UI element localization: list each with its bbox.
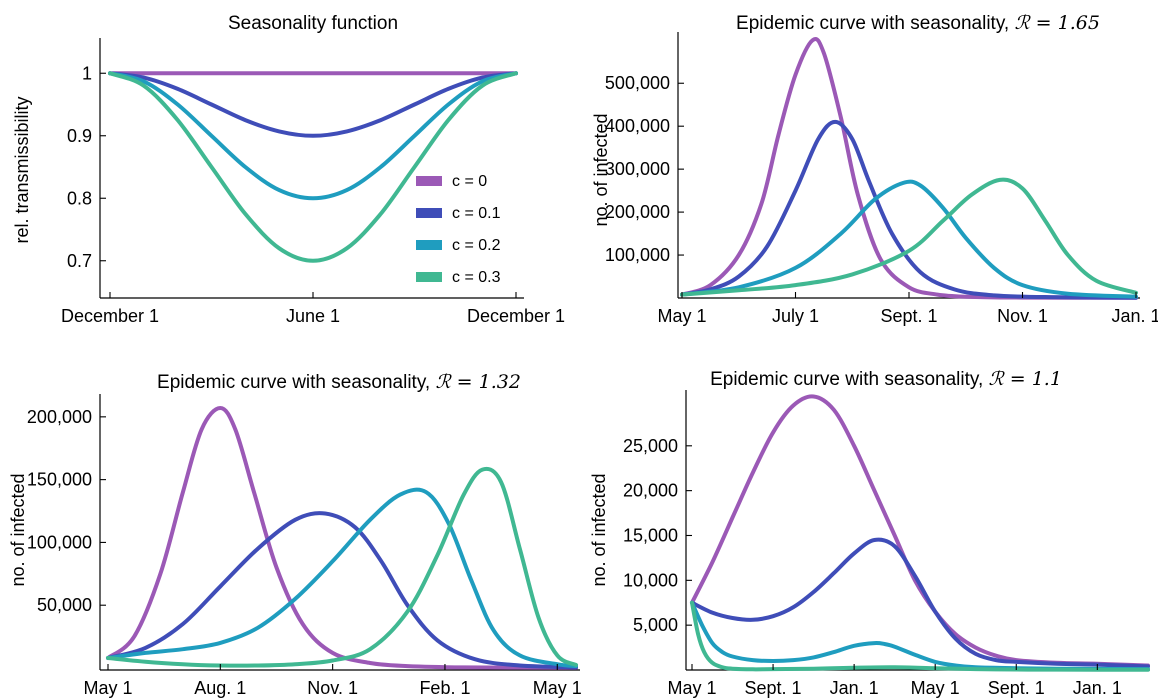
x-tick-label: December 1	[467, 306, 565, 326]
x-tick-label: May 1	[83, 678, 132, 698]
x-tick-label: May 1	[533, 678, 582, 698]
series-line-c2	[680, 179, 1138, 299]
tick-group: 5,000 10,000 15,000 20,000 25,000 May 1 Sept. …	[623, 436, 1122, 698]
y-tick-label: 15,000	[623, 525, 678, 545]
series-line-c3	[106, 466, 578, 668]
x-tick-label: May 1	[667, 678, 716, 698]
y-tick-label: 200,000	[27, 407, 92, 427]
y-tick-label: 10,000	[623, 570, 678, 590]
x-tick-label: May 1	[657, 306, 706, 326]
series-line-c0	[680, 37, 1138, 300]
series-line-c0	[690, 394, 1150, 668]
series-line-c2	[690, 600, 1150, 672]
x-tick-label: Jan. 1	[1073, 678, 1122, 698]
x-tick-label: Sept. 1	[988, 678, 1045, 698]
y-axis-label: rel. transmissibility	[12, 96, 32, 243]
series-line-c0	[106, 406, 578, 670]
y-tick-label: 50,000	[37, 595, 92, 615]
y-tick-label: 100,000	[605, 245, 670, 265]
y-tick-label: 400,000	[605, 116, 670, 136]
series-line-c1	[108, 71, 518, 138]
x-tick-label: Nov. 1	[997, 306, 1048, 326]
tick-group: 100,000 200,000 300,000 400,000 500,000 May 1…	[605, 73, 1158, 326]
legend-swatch-c2	[416, 240, 442, 250]
series-line-c3	[108, 71, 518, 263]
panel-title: Seasonality function	[228, 13, 398, 34]
tick-group: 1 0.9 0.8 0.7 December 1 June 1 December 1	[61, 63, 565, 326]
y-tick-label: 0.9	[67, 126, 92, 146]
series-line-c2	[106, 487, 578, 669]
legend-label-c1: c = 0.1	[452, 205, 501, 222]
y-tick-label: 150,000	[27, 470, 92, 490]
y-tick-label: 25,000	[623, 436, 678, 456]
legend: c = 0 c = 0.1 c = 0.2 c = 0.3	[416, 173, 501, 286]
series-line-c1	[680, 119, 1138, 300]
x-tick-label: Jan. 1	[1111, 306, 1158, 326]
y-tick-label: 300,000	[605, 159, 670, 179]
y-axis-label: no. of infected	[591, 113, 611, 226]
x-tick-label: Nov. 1	[307, 678, 358, 698]
y-tick-label: 5,000	[633, 615, 678, 635]
x-tick-label: December 1	[61, 306, 159, 326]
x-tick-label: Feb. 1	[419, 678, 470, 698]
series-group	[680, 37, 1138, 300]
x-tick-label: Aug. 1	[194, 678, 246, 698]
y-axis-label: no. of infected	[8, 473, 28, 586]
x-tick-label: July 1	[772, 306, 819, 326]
x-tick-label: Sept. 1	[880, 306, 937, 326]
series-line-c1	[690, 537, 1150, 669]
y-tick-label: 100,000	[27, 532, 92, 552]
legend-swatch-c0	[416, 176, 442, 186]
y-axis-label: no. of infected	[589, 473, 609, 586]
legend-label-c0: c = 0	[452, 173, 487, 190]
panel-title: Epidemic curve with seasonality, ℛ = 1.3…	[157, 371, 521, 393]
y-tick-label: 0.7	[67, 251, 92, 271]
series-group	[106, 406, 578, 670]
series-line-c1	[106, 511, 578, 670]
epidemic-panel-r165: Epidemic curve with seasonality, ℛ = 1.6…	[591, 12, 1158, 326]
series-line-c3	[690, 600, 1150, 672]
y-tick-label: 0.8	[67, 188, 92, 208]
panel-title: Epidemic curve with seasonality, ℛ = 1.1	[710, 368, 1062, 390]
epidemic-panel-r11: Epidemic curve with seasonality, ℛ = 1.1…	[589, 368, 1150, 698]
y-tick-label: 1	[82, 63, 92, 83]
series-group	[690, 394, 1150, 672]
x-tick-label: June 1	[286, 306, 340, 326]
panel-title: Epidemic curve with seasonality, ℛ = 1.6…	[736, 12, 1100, 34]
x-tick-label: May 1	[911, 678, 960, 698]
series-line-c2	[108, 71, 518, 201]
series-group	[108, 71, 518, 263]
legend-swatch-c3	[416, 272, 442, 282]
x-tick-label: Jan. 1	[830, 678, 879, 698]
legend-swatch-c1	[416, 208, 442, 218]
x-tick-label: Sept. 1	[745, 678, 802, 698]
y-tick-label: 20,000	[623, 481, 678, 501]
y-tick-label: 500,000	[605, 73, 670, 93]
tick-group: 50,000 100,000 150,000 200,000 May 1 Aug. 1 No…	[27, 407, 582, 698]
seasonality-panel: Seasonality function rel. transmissibili…	[12, 13, 565, 326]
y-tick-label: 200,000	[605, 202, 670, 222]
legend-label-c2: c = 0.2	[452, 237, 501, 254]
legend-label-c3: c = 0.3	[452, 269, 501, 286]
epidemic-panel-r132: Epidemic curve with seasonality, ℛ = 1.3…	[8, 371, 582, 698]
series-line-c3	[680, 177, 1138, 297]
